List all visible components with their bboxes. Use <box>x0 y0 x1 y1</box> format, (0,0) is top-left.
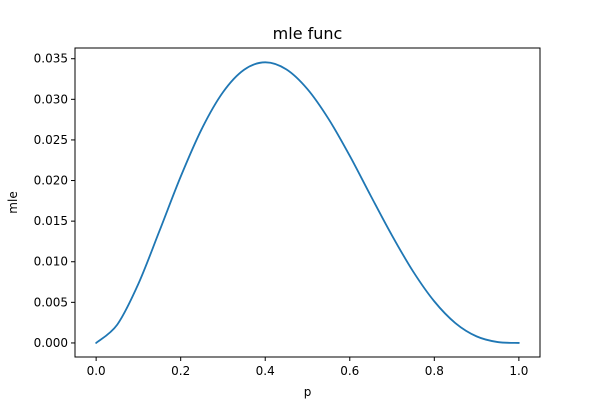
x-tick-label: 1.0 <box>509 364 528 378</box>
x-tick-label: 0.4 <box>256 364 275 378</box>
plot-area <box>74 47 541 358</box>
y-tick-label: 0.000 <box>34 336 68 350</box>
x-axis-label: p <box>304 385 312 399</box>
y-tick-label: 0.005 <box>34 295 68 309</box>
y-tick-label: 0.020 <box>34 174 68 188</box>
chart-title: mle func <box>273 24 343 43</box>
y-axis-ticks: 0.000 0.005 0.010 0.015 0.020 0.025 0.030 0.035 <box>34 52 75 350</box>
y-tick-label: 0.030 <box>34 92 68 106</box>
plot-frame <box>74 47 541 358</box>
x-tick-label: 0.0 <box>87 364 106 378</box>
x-axis-ticks: 0.0 0.2 0.4 0.6 0.8 1.0 <box>87 357 528 378</box>
x-tick-label: 0.2 <box>171 364 190 378</box>
x-tick-label: 0.6 <box>340 364 359 378</box>
y-tick-label: 0.035 <box>34 52 68 66</box>
x-tick-label: 0.8 <box>425 364 444 378</box>
series-line-0 <box>95 61 520 344</box>
y-tick-label: 0.025 <box>34 133 68 147</box>
y-tick-label: 0.015 <box>34 214 68 228</box>
y-axis-label: mle <box>6 191 20 213</box>
y-tick-label: 0.010 <box>34 255 68 269</box>
